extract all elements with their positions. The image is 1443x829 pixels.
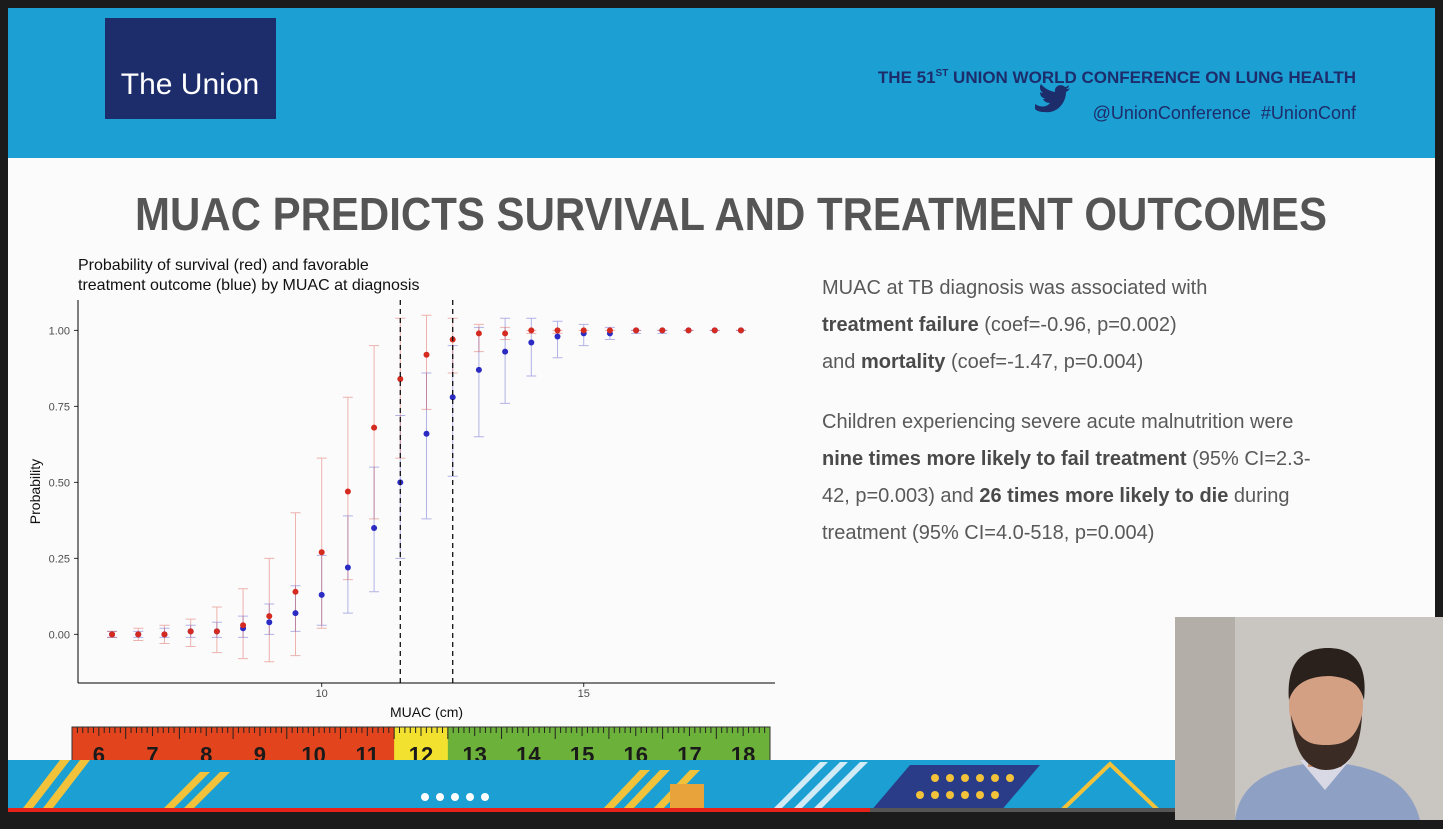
data-point [712,327,718,333]
bold-run: mortality [861,351,946,373]
conference-title-part: UNION WORLD CONFERENCE ON LUNG HEALTH [948,68,1356,87]
webcam [1175,617,1443,820]
data-point [371,525,377,531]
data-point [424,431,430,437]
chart-title: Probability of survival (red) and favora… [78,257,369,274]
data-point [214,628,220,634]
text-run: 42, p=0.003) and [822,485,979,507]
text-run: during [1228,485,1289,507]
text-run: MUAC at TB diagnosis was associated with [822,277,1207,299]
text-line: MUAC at TB diagnosis was associated with [822,277,1207,299]
text-run: and [822,351,861,373]
data-point [607,327,613,333]
text-line: treatment failure (coef=-0.96, p=0.002) [822,314,1177,336]
text-line: 42, p=0.003) and 26 times more likely to… [822,485,1290,507]
conference-title-part: THE 51 [878,68,936,87]
conference-superscript: ST [936,68,949,79]
data-point [528,340,534,346]
text-line: nine times more likely to fail treatment… [822,448,1311,470]
data-point [292,589,298,595]
conference-title: THE 51ST UNION WORLD CONFERENCE ON LUNG … [878,68,1356,87]
data-point [109,631,115,637]
bold-run: nine times more likely to fail treatment [822,448,1187,470]
data-point [266,613,272,619]
data-point [319,592,325,598]
data-point [240,622,246,628]
y-tick-label: 0.50 [49,477,70,489]
data-point [266,619,272,625]
data-point [188,628,194,634]
data-point [581,327,587,333]
text-run: (95% CI=2.3- [1187,448,1311,470]
social-handle: @UnionConference #UnionConf [1093,103,1357,123]
logo-text: The Union [121,68,259,101]
chart-title: treatment outcome (blue) by MUAC at diag… [78,277,419,294]
data-point [371,425,377,431]
y-tick-label: 0.75 [49,401,70,413]
footer-block [670,784,704,812]
data-point [738,327,744,333]
data-point [686,327,692,333]
y-tick-label: 1.00 [49,325,70,337]
text-run: Children experiencing severe acute malnu… [822,411,1293,433]
text-run: treatment (95% CI=4.0-518, p=0.004) [822,522,1154,544]
data-point [424,352,430,358]
data-point [161,631,167,637]
data-point [633,327,639,333]
bold-run: treatment failure [822,314,979,336]
text-line: Children experiencing severe acute malnu… [822,411,1293,433]
x-tick-label: 15 [578,688,590,700]
data-point [502,349,508,355]
data-point [555,333,561,339]
data-point [659,327,665,333]
y-tick-label: 0.00 [49,629,70,641]
y-tick-label: 0.25 [49,553,70,565]
text-run: (coef=-1.47, p=0.004) [945,351,1143,373]
progress-bar[interactable] [8,808,870,812]
data-point [135,631,141,637]
data-point [345,489,351,495]
bold-run: 26 times more likely to die [979,485,1228,507]
text-line: treatment (95% CI=4.0-518, p=0.004) [822,522,1154,544]
x-tick-label: 10 [316,688,328,700]
data-point [476,330,482,336]
text-run: (coef=-0.96, p=0.002) [979,314,1177,336]
data-point [502,330,508,336]
data-point [555,327,561,333]
data-point [345,564,351,570]
data-point [292,610,298,616]
data-point [319,549,325,555]
y-axis-label: Probability [27,459,43,524]
x-axis-label: MUAC (cm) [390,704,463,720]
slide-title: MUAC PREDICTS SURVIVAL AND TREATMENT OUT… [135,188,1327,240]
data-point [476,367,482,373]
webcam-wall [1175,617,1235,820]
text-line: and mortality (coef=-1.47, p=0.004) [822,351,1143,373]
data-point [528,327,534,333]
slide-screenshot: The Union THE 51ST UNION WORLD CONFERENC… [0,0,1443,829]
page: {"header": {"logo": "The Union", "confer… [0,0,1443,829]
